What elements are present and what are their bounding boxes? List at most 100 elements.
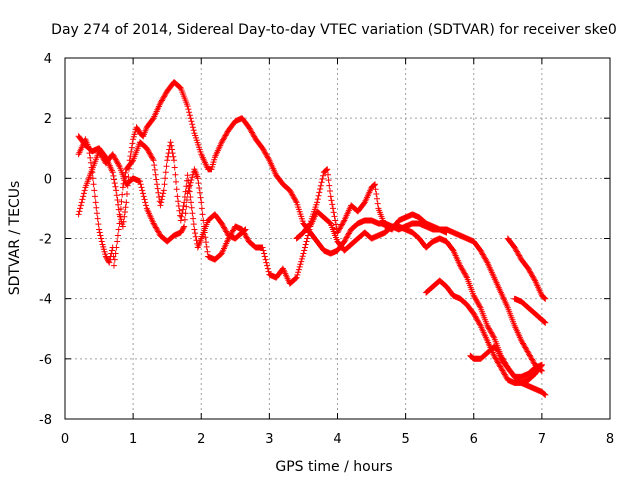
data-point [94,215,101,222]
data-point [129,140,136,147]
series-track-6 [467,343,545,380]
series-track-8 [511,295,549,326]
data-point [542,391,549,398]
data-point [191,226,198,233]
data-point [540,318,547,325]
data-point [325,177,332,184]
data-point [189,124,196,131]
data-point [98,235,105,242]
data-point [115,226,122,233]
data-point [188,199,194,206]
data-point [324,166,331,173]
data-point [86,150,93,157]
data-point [190,127,197,134]
data-point [162,175,169,182]
data-point [330,209,337,216]
data-point [192,233,199,240]
y-tick-label: 4 [44,52,52,67]
data-point [80,190,87,197]
data-point [302,244,308,251]
data-point [187,194,194,200]
data-point [157,202,164,209]
data-point [153,176,160,183]
data-point [151,162,158,169]
data-point [181,223,188,230]
data-point [142,199,149,206]
data-point [120,218,127,225]
data-point [121,177,128,184]
data-point [538,367,545,374]
data-point [110,172,117,179]
data-point [197,194,204,201]
data-point [81,187,88,194]
data-point [119,223,126,230]
x-axis-label: GPS time / hours [275,459,392,475]
data-point [490,333,497,340]
data-point [315,192,322,199]
data-point [198,205,205,212]
data-points [75,79,549,398]
data-point [189,210,196,217]
y-tick-label: -6 [39,353,52,368]
data-point [186,183,192,190]
data-point [151,166,158,173]
data-point [179,210,186,217]
data-point [183,203,190,210]
data-point [167,139,174,146]
data-point [181,194,188,200]
x-tick-label: 8 [606,432,614,447]
data-point [111,180,118,187]
data-point [173,186,180,193]
data-point [295,269,302,276]
data-point [137,181,144,188]
data-point [198,199,205,206]
data-point [188,118,195,125]
data-point [92,193,98,200]
data-point [323,166,330,173]
data-point [75,211,82,218]
data-point [332,217,339,224]
data-point [124,191,130,197]
data-point [136,178,143,185]
data-point [295,266,302,273]
data-point [95,221,102,228]
data-point [158,196,165,203]
data-point [374,200,381,207]
data-point [171,157,177,164]
data-point [541,319,548,326]
data-point [264,265,271,272]
data-point [371,182,378,188]
data-point [260,247,267,254]
data-point [121,213,128,220]
data-point [188,177,195,183]
x-tick-labels: 0 1 2 3 4 5 6 7 8 [61,432,614,447]
data-point [119,191,126,198]
data-point [242,226,249,233]
series-track-1 [75,148,545,386]
data-point [111,262,117,269]
y-tick-label: -8 [39,413,52,428]
x-tick-label: 3 [265,432,273,447]
y-tick-label: 0 [44,172,52,187]
data-point [78,199,85,206]
data-point [327,193,334,200]
data-point [106,259,113,266]
series-track-4 [293,166,450,242]
data-point [122,169,129,176]
data-point [261,253,268,260]
data-point [326,182,333,189]
data-point [185,177,192,184]
data-point [161,181,168,188]
data-point [155,189,162,196]
data-point [174,193,181,200]
data-point [116,220,123,227]
data-point [112,183,119,190]
data-point [463,273,470,280]
series-track-7 [504,235,549,302]
x-tick-label: 2 [197,432,205,447]
data-point [115,201,122,208]
data-point [318,179,325,186]
data-point [372,186,379,193]
data-point [109,247,115,254]
data-point [264,262,271,269]
